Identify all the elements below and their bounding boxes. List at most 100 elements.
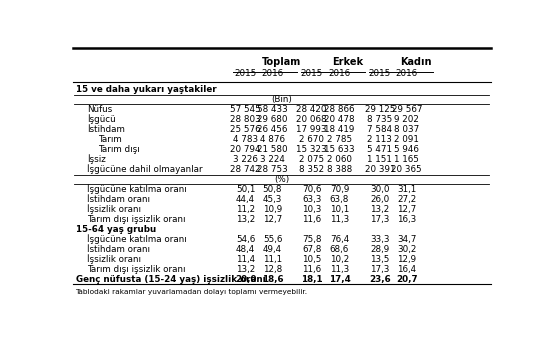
Text: 50,8: 50,8 (263, 185, 282, 194)
Text: 13,5: 13,5 (370, 255, 389, 264)
Text: 20,7: 20,7 (396, 275, 417, 284)
Text: 10,5: 10,5 (302, 255, 321, 264)
Text: 68,6: 68,6 (330, 245, 349, 254)
Text: 17,3: 17,3 (370, 265, 389, 274)
Text: Erkek: Erkek (332, 57, 364, 67)
Text: 70,9: 70,9 (330, 185, 349, 194)
Text: 48,4: 48,4 (236, 245, 255, 254)
Text: 17,4: 17,4 (328, 275, 350, 284)
Text: (Bin): (Bin) (272, 95, 292, 104)
Text: 11,2: 11,2 (236, 205, 255, 214)
Text: 2016: 2016 (261, 69, 284, 78)
Text: 9 202: 9 202 (394, 115, 419, 124)
Text: 28 753: 28 753 (257, 165, 288, 174)
Text: 2015: 2015 (369, 69, 391, 78)
Text: İşgücüne katılma oranı: İşgücüne katılma oranı (87, 185, 187, 194)
Text: 3 224: 3 224 (260, 155, 285, 164)
Text: Tarım dışı işsizlik oranı: Tarım dışı işsizlik oranı (87, 265, 185, 274)
Text: Tarım: Tarım (98, 135, 122, 144)
Text: 20 478: 20 478 (324, 115, 355, 124)
Text: 12,7: 12,7 (263, 215, 282, 224)
Text: 11,3: 11,3 (330, 265, 349, 274)
Text: 30,2: 30,2 (397, 245, 416, 254)
Text: 31,1: 31,1 (397, 185, 416, 194)
Text: 21 580: 21 580 (257, 145, 288, 154)
Text: 11,3: 11,3 (330, 215, 349, 224)
Text: 13,2: 13,2 (236, 265, 255, 274)
Text: 16,3: 16,3 (397, 215, 416, 224)
Text: 15 323: 15 323 (296, 145, 327, 154)
Text: 1 151: 1 151 (367, 155, 392, 164)
Text: 57 545: 57 545 (230, 105, 261, 114)
Text: 26,0: 26,0 (370, 195, 389, 204)
Text: İstihdam oranı: İstihdam oranı (87, 245, 150, 254)
Text: 28,9: 28,9 (370, 245, 389, 254)
Text: 50,1: 50,1 (236, 185, 255, 194)
Text: İstihdam oranı: İstihdam oranı (87, 195, 150, 204)
Text: 2 113: 2 113 (367, 135, 392, 144)
Text: 8 352: 8 352 (299, 165, 324, 174)
Text: 2 785: 2 785 (327, 135, 352, 144)
Text: 1 165: 1 165 (394, 155, 419, 164)
Text: İşsiz: İşsiz (87, 155, 106, 164)
Text: 2 060: 2 060 (327, 155, 352, 164)
Text: 30,0: 30,0 (370, 185, 389, 194)
Text: 10,1: 10,1 (330, 205, 349, 214)
Text: 55,6: 55,6 (263, 235, 282, 244)
Text: 16,4: 16,4 (397, 265, 416, 274)
Text: 17 993: 17 993 (296, 125, 327, 134)
Text: 28 866: 28 866 (324, 105, 355, 114)
Text: Tarım dışı: Tarım dışı (98, 145, 140, 154)
Text: 12,7: 12,7 (397, 205, 416, 214)
Text: 45,3: 45,3 (263, 195, 282, 204)
Text: 20 794: 20 794 (230, 145, 261, 154)
Text: 5 946: 5 946 (394, 145, 419, 154)
Text: 44,4: 44,4 (236, 195, 255, 204)
Text: 11,1: 11,1 (263, 255, 282, 264)
Text: 2 670: 2 670 (299, 135, 324, 144)
Text: 2016: 2016 (395, 69, 418, 78)
Text: 58 433: 58 433 (257, 105, 288, 114)
Text: 28 803: 28 803 (230, 115, 261, 124)
Text: Tablodaki rakamlar yuvarlamadan dolayı toplamı vermeyebilir.: Tablodaki rakamlar yuvarlamadan dolayı t… (75, 289, 307, 295)
Text: 54,6: 54,6 (236, 235, 255, 244)
Text: 5 471: 5 471 (367, 145, 392, 154)
Text: 2 091: 2 091 (394, 135, 419, 144)
Text: 11,4: 11,4 (236, 255, 255, 264)
Text: 2016: 2016 (328, 69, 350, 78)
Text: 76,4: 76,4 (330, 235, 349, 244)
Text: 10,9: 10,9 (263, 205, 282, 214)
Text: 11,6: 11,6 (302, 215, 321, 224)
Text: 12,8: 12,8 (263, 265, 282, 274)
Text: (%): (%) (274, 175, 289, 184)
Text: 23,6: 23,6 (369, 275, 391, 284)
Text: 63,8: 63,8 (330, 195, 349, 204)
Text: 34,7: 34,7 (397, 235, 416, 244)
Text: İşgücüne dahil olmayanlar: İşgücüne dahil olmayanlar (87, 164, 203, 175)
Text: 70,6: 70,6 (302, 185, 321, 194)
Text: 33,3: 33,3 (370, 235, 389, 244)
Text: 11,6: 11,6 (302, 265, 321, 274)
Text: 10,3: 10,3 (302, 205, 321, 214)
Text: 8 037: 8 037 (394, 125, 420, 134)
Text: 20,0: 20,0 (235, 275, 256, 284)
Text: 2015: 2015 (234, 69, 257, 78)
Text: 29 567: 29 567 (392, 105, 422, 114)
Text: 20 391: 20 391 (365, 165, 395, 174)
Text: 49,4: 49,4 (263, 245, 282, 254)
Text: 8 388: 8 388 (327, 165, 352, 174)
Text: 4 876: 4 876 (260, 135, 285, 144)
Text: 20 365: 20 365 (392, 165, 422, 174)
Text: 12,9: 12,9 (397, 255, 416, 264)
Text: 18 419: 18 419 (324, 125, 355, 134)
Text: İşsizlik oranı: İşsizlik oranı (87, 205, 141, 214)
Text: İşgücüne katılma oranı: İşgücüne katılma oranı (87, 235, 187, 244)
Text: 8 735: 8 735 (367, 115, 393, 124)
Text: 18,1: 18,1 (301, 275, 322, 284)
Text: 13,2: 13,2 (236, 215, 255, 224)
Text: 26 456: 26 456 (257, 125, 288, 134)
Text: Nüfus: Nüfus (87, 105, 112, 114)
Text: 3 226: 3 226 (233, 155, 258, 164)
Text: 29 680: 29 680 (257, 115, 288, 124)
Text: 4 783: 4 783 (233, 135, 258, 144)
